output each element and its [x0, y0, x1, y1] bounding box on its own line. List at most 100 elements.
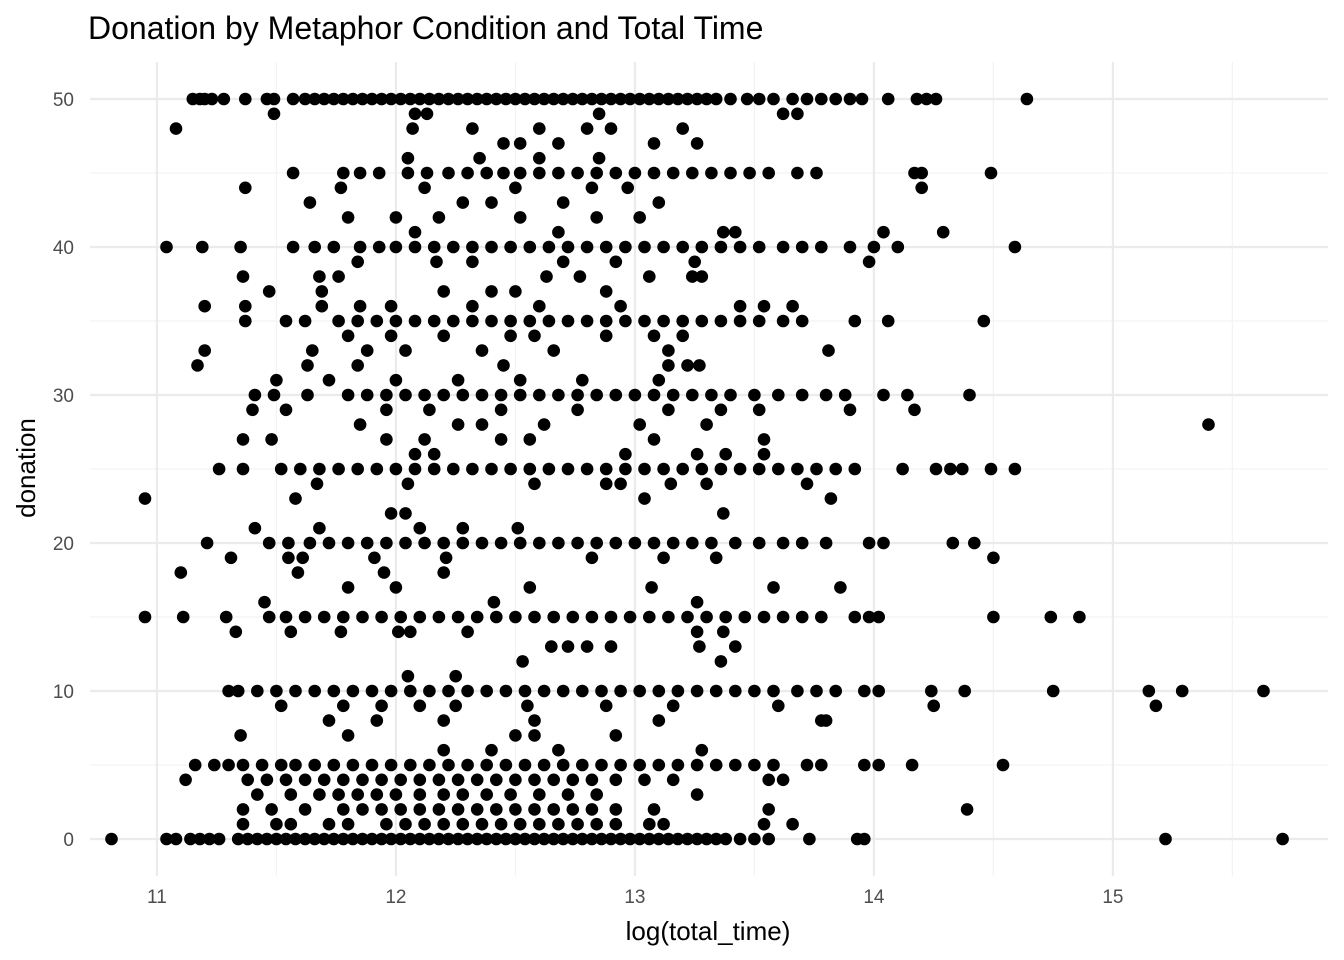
data-point [877, 225, 890, 239]
data-point [317, 610, 331, 624]
data-point [803, 832, 816, 846]
data-point [437, 536, 451, 550]
data-point [700, 832, 713, 846]
data-point [313, 788, 326, 801]
data-point [485, 314, 498, 328]
data-point [513, 137, 527, 150]
data-point [528, 729, 541, 742]
data-point [279, 314, 293, 328]
data-point [795, 388, 809, 402]
data-point [729, 640, 742, 653]
data-point [360, 344, 374, 357]
data-point [556, 196, 570, 209]
data-point [239, 314, 252, 328]
data-point [944, 462, 957, 476]
data-point [609, 536, 623, 550]
data-point [389, 211, 403, 224]
data-point [523, 314, 537, 328]
data-point [394, 803, 408, 816]
data-point [375, 803, 388, 816]
data-point [497, 166, 510, 180]
data-point [298, 773, 312, 787]
data-point [604, 122, 618, 135]
data-point [843, 240, 857, 254]
y-axis-title: donation [11, 418, 41, 518]
data-point [614, 92, 627, 106]
data-point [633, 418, 646, 431]
data-point [470, 803, 484, 816]
data-point [442, 832, 455, 846]
data-point [877, 388, 890, 402]
data-point [389, 240, 403, 254]
data-point [633, 684, 646, 698]
data-point [461, 92, 474, 106]
data-point [408, 225, 422, 239]
data-point [709, 832, 723, 846]
x-tick-label: 13 [624, 887, 645, 908]
data-point [169, 832, 183, 846]
data-point [537, 684, 551, 698]
data-point [599, 329, 613, 343]
data-point [523, 581, 537, 594]
data-point [248, 521, 262, 535]
data-point [671, 92, 685, 106]
data-point [829, 462, 842, 476]
data-point [714, 655, 728, 668]
data-point [485, 462, 498, 476]
data-point [724, 166, 737, 180]
data-point [401, 669, 415, 683]
data-point [599, 240, 613, 254]
data-point [511, 521, 525, 535]
data-point [643, 92, 656, 106]
data-point [709, 551, 723, 565]
data-point [351, 788, 365, 801]
data-point [533, 388, 546, 402]
data-point [528, 714, 541, 727]
data-point [686, 270, 699, 283]
data-point [795, 536, 809, 550]
data-point [394, 610, 408, 624]
data-point [643, 610, 656, 624]
data-point [533, 536, 546, 550]
data-point [313, 462, 326, 476]
data-point [1276, 832, 1289, 846]
data-point [643, 817, 656, 831]
data-point [657, 240, 670, 254]
data-point [633, 92, 646, 106]
data-point [528, 92, 541, 106]
data-point [693, 640, 706, 653]
data-point [480, 166, 494, 180]
y-tick-label: 20 [53, 534, 74, 555]
data-point [619, 447, 632, 461]
data-point [375, 773, 388, 787]
data-point [334, 181, 348, 195]
data-point [662, 359, 675, 372]
data-point [380, 388, 393, 402]
data-point [843, 403, 857, 417]
data-point [413, 773, 427, 787]
data-point [772, 388, 785, 402]
data-point [528, 329, 541, 343]
data-point [504, 462, 517, 476]
data-point [490, 803, 503, 816]
data-point [645, 581, 658, 594]
data-point [1257, 684, 1270, 698]
data-point [580, 640, 594, 653]
data-point [619, 240, 632, 254]
data-point [384, 299, 398, 313]
data-point [248, 388, 262, 402]
data-point [571, 536, 584, 550]
data-point [337, 773, 350, 787]
data-point [198, 299, 211, 313]
data-point [437, 329, 451, 343]
data-point [169, 122, 183, 135]
data-point [346, 758, 360, 772]
data-point [547, 610, 560, 624]
data-point [666, 699, 680, 713]
data-point [561, 788, 575, 801]
data-point [1008, 240, 1022, 254]
data-point [432, 832, 446, 846]
data-point [566, 773, 580, 787]
data-point [317, 832, 331, 846]
data-point [647, 166, 661, 180]
